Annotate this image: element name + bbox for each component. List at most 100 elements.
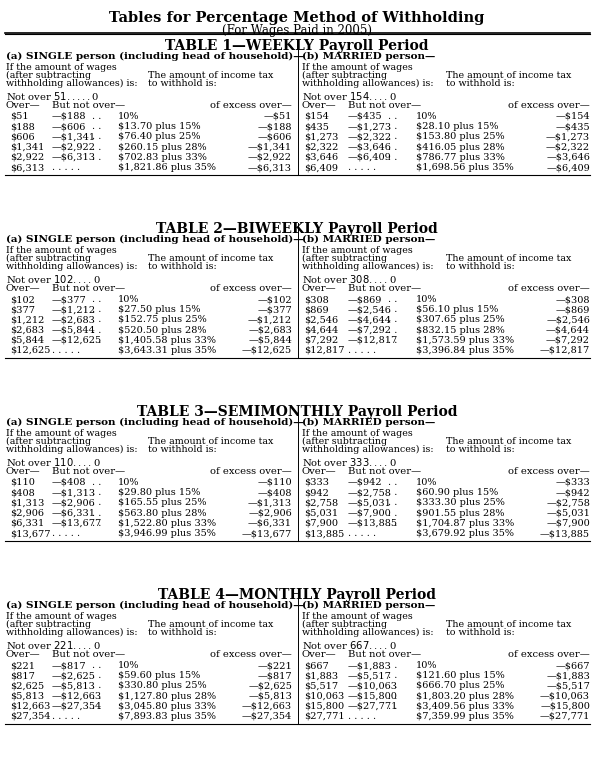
Text: $5,031: $5,031 [304, 509, 338, 517]
Text: TABLE 1—WEEKLY Payroll Period: TABLE 1—WEEKLY Payroll Period [165, 39, 429, 53]
Text: (after subtracting: (after subtracting [302, 620, 387, 629]
Text: to withhold is:: to withhold is: [148, 628, 217, 637]
Text: . . . . .: . . . . . [348, 529, 376, 538]
Text: (after subtracting: (after subtracting [302, 71, 387, 80]
Text: . .: . . [92, 142, 101, 152]
Text: Not over $51 . . . . .  $0: Not over $51 . . . . . $0 [6, 90, 99, 102]
Text: The amount of income tax: The amount of income tax [148, 71, 273, 80]
Text: —$10,063: —$10,063 [348, 681, 398, 691]
Text: $330.80 plus 25%: $330.80 plus 25% [118, 681, 206, 691]
Text: —$435: —$435 [555, 122, 590, 131]
Text: The amount of income tax: The amount of income tax [446, 71, 571, 80]
Text: TABLE 2—BIWEEKLY Payroll Period: TABLE 2—BIWEEKLY Payroll Period [156, 222, 438, 236]
Text: —$4,644: —$4,644 [348, 316, 392, 324]
Text: $152.75 plus 25%: $152.75 plus 25% [118, 316, 206, 324]
Text: $29.80 plus 15%: $29.80 plus 15% [118, 488, 201, 497]
Text: $7,900: $7,900 [304, 519, 338, 527]
Text: —$5,844: —$5,844 [52, 326, 96, 335]
Text: But not over—: But not over— [348, 650, 421, 659]
Text: —$942: —$942 [555, 488, 590, 497]
Text: —$408: —$408 [258, 488, 292, 497]
Text: of excess over—: of excess over— [508, 650, 590, 659]
Text: $702.83 plus 33%: $702.83 plus 33% [118, 152, 207, 162]
Text: . . . . .: . . . . . [52, 163, 80, 172]
Text: —$12,663: —$12,663 [52, 691, 102, 701]
Text: —$5,813: —$5,813 [52, 681, 96, 691]
Text: Over—: Over— [302, 101, 337, 110]
Text: $3,946.99 plus 35%: $3,946.99 plus 35% [118, 529, 216, 538]
Text: —$102: —$102 [258, 295, 292, 304]
Text: —$6,409: —$6,409 [348, 152, 392, 162]
Text: $12,817: $12,817 [304, 346, 345, 355]
Text: —$2,322: —$2,322 [348, 132, 392, 142]
Text: But not over—: But not over— [348, 467, 421, 476]
Text: $333.30 plus 25%: $333.30 plus 25% [416, 498, 505, 507]
Text: . . . . .: . . . . . [348, 712, 376, 721]
Text: —$3,646: —$3,646 [546, 152, 590, 162]
Text: —$13,677: —$13,677 [52, 519, 102, 527]
Text: —$817: —$817 [52, 661, 87, 670]
Text: —$27,771: —$27,771 [540, 712, 590, 721]
Text: . . . . .: . . . . . [52, 529, 80, 538]
Text: to withhold is:: to withhold is: [446, 628, 515, 637]
Text: —$377: —$377 [52, 295, 87, 304]
Text: (a) SINGLE person (including head of household)—: (a) SINGLE person (including head of hou… [6, 418, 303, 427]
Text: $6,313: $6,313 [10, 163, 44, 172]
Text: $5,813: $5,813 [10, 691, 44, 701]
Text: The amount of income tax: The amount of income tax [148, 437, 273, 446]
Text: $3,679.92 plus 35%: $3,679.92 plus 35% [416, 529, 514, 538]
Text: 10%: 10% [416, 661, 437, 670]
Text: . .: . . [388, 336, 397, 345]
Text: withholding allowances) is:: withholding allowances) is: [6, 445, 137, 454]
Text: $520.50 plus 28%: $520.50 plus 28% [118, 326, 206, 335]
Text: —$5,517: —$5,517 [546, 681, 590, 691]
Text: TABLE 3—SEMIMONTHLY Payroll Period: TABLE 3—SEMIMONTHLY Payroll Period [137, 405, 457, 419]
Text: —$6,313: —$6,313 [52, 152, 96, 162]
Text: —$333: —$333 [555, 478, 590, 487]
Text: $2,922: $2,922 [10, 152, 44, 162]
Text: $7,359.99 plus 35%: $7,359.99 plus 35% [416, 712, 514, 721]
Text: $2,906: $2,906 [10, 509, 44, 517]
Text: withholding allowances) is:: withholding allowances) is: [6, 262, 137, 271]
Text: Over—: Over— [302, 467, 337, 476]
Text: —$5,031: —$5,031 [348, 498, 392, 507]
Text: —$27,771: —$27,771 [348, 701, 399, 711]
Text: Not over $308 . . . .  $0: Not over $308 . . . . $0 [302, 273, 397, 285]
Text: —$15,800: —$15,800 [348, 691, 398, 701]
Text: —$13,677: —$13,677 [242, 529, 292, 538]
Text: —$6,313: —$6,313 [248, 163, 292, 172]
Text: —$7,292: —$7,292 [348, 326, 392, 335]
Text: $942: $942 [304, 488, 329, 497]
Text: $377: $377 [10, 305, 35, 314]
Text: . .: . . [388, 142, 397, 152]
Text: $1,522.80 plus 33%: $1,522.80 plus 33% [118, 519, 216, 527]
Text: $606: $606 [10, 132, 35, 142]
Text: $28.10 plus 15%: $28.10 plus 15% [416, 122, 499, 131]
Text: —$15,800: —$15,800 [540, 701, 590, 711]
Text: —$1,212: —$1,212 [52, 305, 96, 314]
Text: Not over $333 . . . .  $0: Not over $333 . . . . $0 [302, 456, 397, 468]
Text: —$869: —$869 [348, 295, 383, 304]
Text: If the amount of wages: If the amount of wages [302, 246, 413, 255]
Text: . .: . . [388, 478, 397, 487]
Text: —$188: —$188 [52, 112, 86, 121]
Text: . .: . . [92, 701, 101, 711]
Text: —$435: —$435 [348, 112, 383, 121]
Text: —$4,644: —$4,644 [546, 326, 590, 335]
Text: —$869: —$869 [556, 305, 590, 314]
Text: $6,331: $6,331 [10, 519, 44, 527]
Text: —$1,341: —$1,341 [248, 142, 292, 152]
Text: —$1,341: —$1,341 [52, 132, 96, 142]
Text: —$1,273: —$1,273 [348, 122, 392, 131]
Text: (b) MARRIED person—: (b) MARRIED person— [302, 52, 436, 61]
Text: 10%: 10% [416, 478, 437, 487]
Text: $1,341: $1,341 [10, 142, 45, 152]
Text: to withhold is:: to withhold is: [446, 445, 515, 454]
Text: If the amount of wages: If the amount of wages [302, 429, 413, 438]
Text: . .: . . [388, 152, 397, 162]
Text: But not over—: But not over— [348, 101, 421, 110]
Text: of excess over—: of excess over— [210, 284, 292, 293]
Text: Over—: Over— [6, 650, 40, 659]
Text: . .: . . [388, 671, 397, 680]
Text: (a) SINGLE person (including head of household)—: (a) SINGLE person (including head of hou… [6, 235, 303, 244]
